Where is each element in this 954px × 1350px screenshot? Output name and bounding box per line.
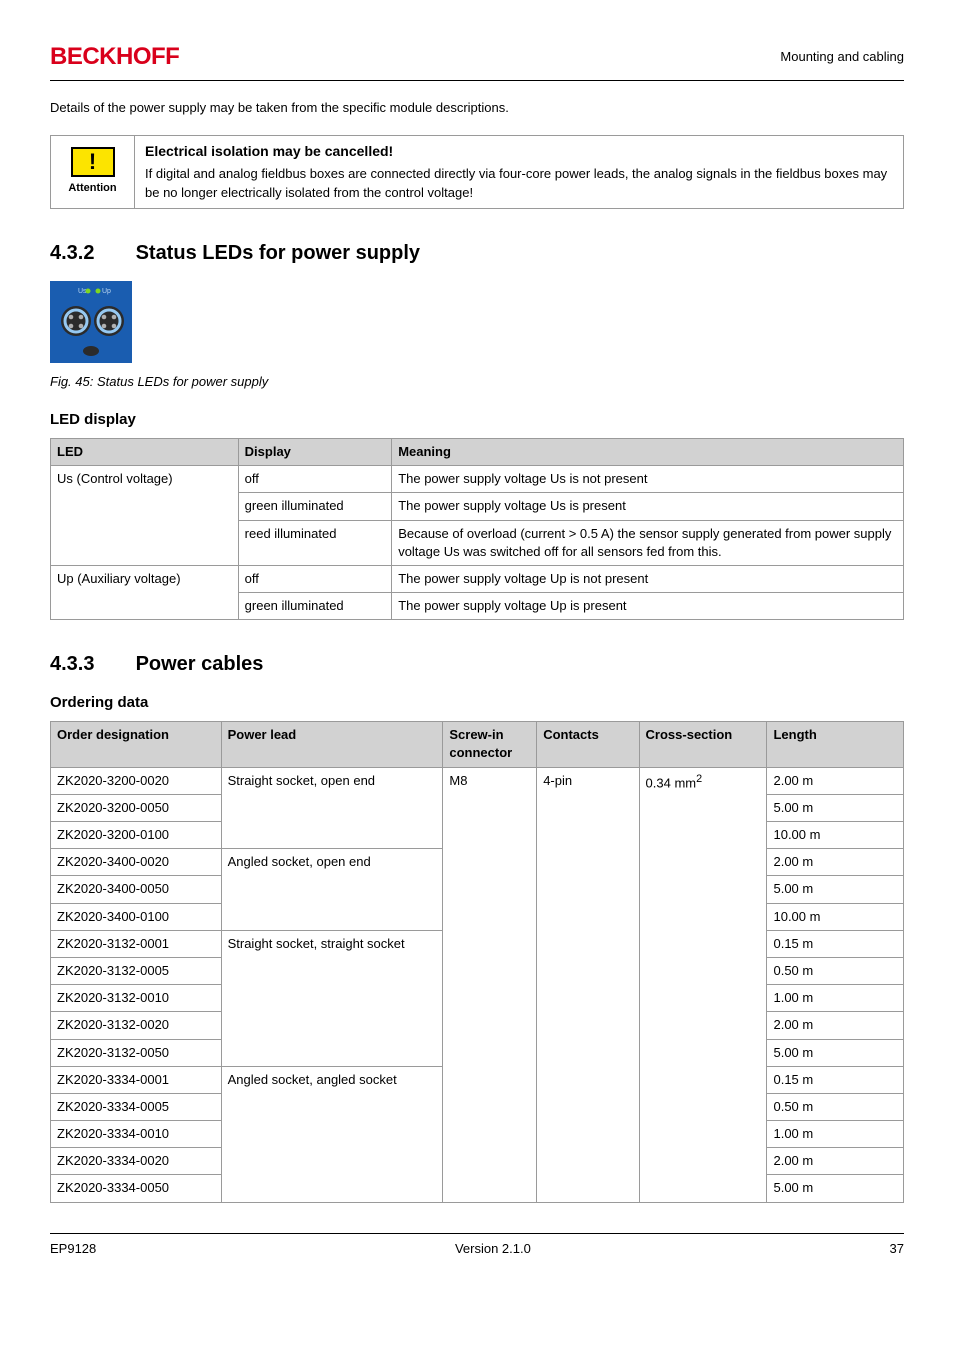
table-cell: 0.34 mm2 [639, 767, 767, 1202]
table-header: Cross-section [639, 722, 767, 767]
attention-box: ! Attention Electrical isolation may be … [50, 135, 904, 209]
led-display-heading: LED display [50, 409, 904, 430]
table-cell: 5.00 m [767, 794, 904, 821]
status-led-image: Us Up [50, 281, 904, 363]
table-header: LED [51, 438, 239, 465]
table-cell: green illuminated [238, 493, 392, 520]
table-cell: off [238, 466, 392, 493]
table-cell: 0.15 m [767, 930, 904, 957]
footer-left: EP9128 [50, 1240, 96, 1258]
table-cell: 5.00 m [767, 1175, 904, 1202]
table-cell: ZK2020-3132-0050 [51, 1039, 222, 1066]
footer-center: Version 2.1.0 [455, 1240, 531, 1258]
table-cell: 0.50 m [767, 957, 904, 984]
footer-right: 37 [890, 1240, 904, 1258]
table-cell: 1.00 m [767, 985, 904, 1012]
attention-label: Attention [68, 181, 116, 196]
table-cell: ZK2020-3132-0001 [51, 930, 222, 957]
table-cell: 2.00 m [767, 1012, 904, 1039]
section-num: 4.3.3 [50, 650, 130, 678]
table-cell: Straight socket, straight socket [221, 930, 443, 1066]
table-cell: ZK2020-3132-0010 [51, 985, 222, 1012]
table-header: Meaning [392, 438, 904, 465]
table-cell: Angled socket, open end [221, 849, 443, 931]
table-cell: ZK2020-3132-0005 [51, 957, 222, 984]
table-cell: 0.15 m [767, 1066, 904, 1093]
section-num: 4.3.2 [50, 239, 130, 267]
table-header: Power lead [221, 722, 443, 767]
table-cell: ZK2020-3334-0050 [51, 1175, 222, 1202]
page-footer: EP9128 Version 2.1.0 37 [50, 1233, 904, 1258]
table-cell: ZK2020-3334-0001 [51, 1066, 222, 1093]
table-header: Display [238, 438, 392, 465]
intro-text: Details of the power supply may be taken… [50, 99, 904, 117]
table-cell: 2.00 m [767, 849, 904, 876]
figure-45-caption: Fig. 45: Status LEDs for power supply [50, 373, 904, 391]
figure-label: Fig. 45: [50, 374, 93, 389]
table-cell: ZK2020-3400-0050 [51, 876, 222, 903]
table-cell: ZK2020-3334-0010 [51, 1121, 222, 1148]
section-4-3-2-heading: 4.3.2 Status LEDs for power supply [50, 239, 904, 267]
section-4-3-3-heading: 4.3.3 Power cables [50, 650, 904, 678]
ordering-data-heading: Ordering data [50, 692, 904, 713]
table-header: Contacts [537, 722, 639, 767]
table-cell: 10.00 m [767, 903, 904, 930]
table-cell: 0.50 m [767, 1093, 904, 1120]
table-header: Order designation [51, 722, 222, 767]
table-cell: ZK2020-3400-0100 [51, 903, 222, 930]
table-cell: reed illuminated [238, 520, 392, 565]
attention-left: ! Attention [51, 136, 135, 208]
table-header: Screw-in connector [443, 722, 537, 767]
table-cell: The power supply voltage Us is not prese… [392, 466, 904, 493]
table-cell: Angled socket, angled socket [221, 1066, 443, 1202]
table-cell: 5.00 m [767, 1039, 904, 1066]
table-cell: 10.00 m [767, 822, 904, 849]
table-cell: ZK2020-3334-0005 [51, 1093, 222, 1120]
ordering-data-table: Order designationPower leadScrew-in conn… [50, 721, 904, 1202]
table-cell: ZK2020-3200-0020 [51, 767, 222, 794]
table-cell: Straight socket, open end [221, 767, 443, 849]
table-cell: The power supply voltage Up is present [392, 593, 904, 620]
attention-content: Electrical isolation may be cancelled! I… [135, 136, 903, 208]
table-cell: 5.00 m [767, 876, 904, 903]
table-cell: ZK2020-3334-0020 [51, 1148, 222, 1175]
page-header: BECKHOFF Mounting and cabling [50, 40, 904, 81]
table-cell: The power supply voltage Up is not prese… [392, 565, 904, 592]
table-cell: 1.00 m [767, 1121, 904, 1148]
table-cell: green illuminated [238, 593, 392, 620]
table-cell: The power supply voltage Us is present [392, 493, 904, 520]
table-cell: ZK2020-3200-0100 [51, 822, 222, 849]
logo: BECKHOFF [50, 40, 179, 74]
table-cell: Us (Control voltage) [51, 466, 239, 566]
table-cell: 2.00 m [767, 1148, 904, 1175]
table-cell: ZK2020-3400-0020 [51, 849, 222, 876]
attention-body: If digital and analog fieldbus boxes are… [145, 165, 893, 201]
table-cell: ZK2020-3132-0020 [51, 1012, 222, 1039]
section-title: Status LEDs for power supply [136, 242, 420, 264]
section-title: Power cables [136, 653, 264, 675]
table-cell: 4-pin [537, 767, 639, 1202]
svg-text:Up: Up [102, 288, 111, 295]
table-cell: off [238, 565, 392, 592]
table-cell: 2.00 m [767, 767, 904, 794]
table-cell: Because of overload (current > 0.5 A) th… [392, 520, 904, 565]
figure-text: Status LEDs for power supply [93, 374, 268, 389]
warning-icon: ! [71, 147, 115, 177]
table-header: Length [767, 722, 904, 767]
table-cell: Up (Auxiliary voltage) [51, 565, 239, 619]
led-display-table: LEDDisplayMeaning Us (Control voltage)off… [50, 438, 904, 620]
table-cell: M8 [443, 767, 537, 1202]
attention-title: Electrical isolation may be cancelled! [145, 142, 893, 162]
table-cell: ZK2020-3200-0050 [51, 794, 222, 821]
header-section: Mounting and cabling [780, 48, 904, 66]
